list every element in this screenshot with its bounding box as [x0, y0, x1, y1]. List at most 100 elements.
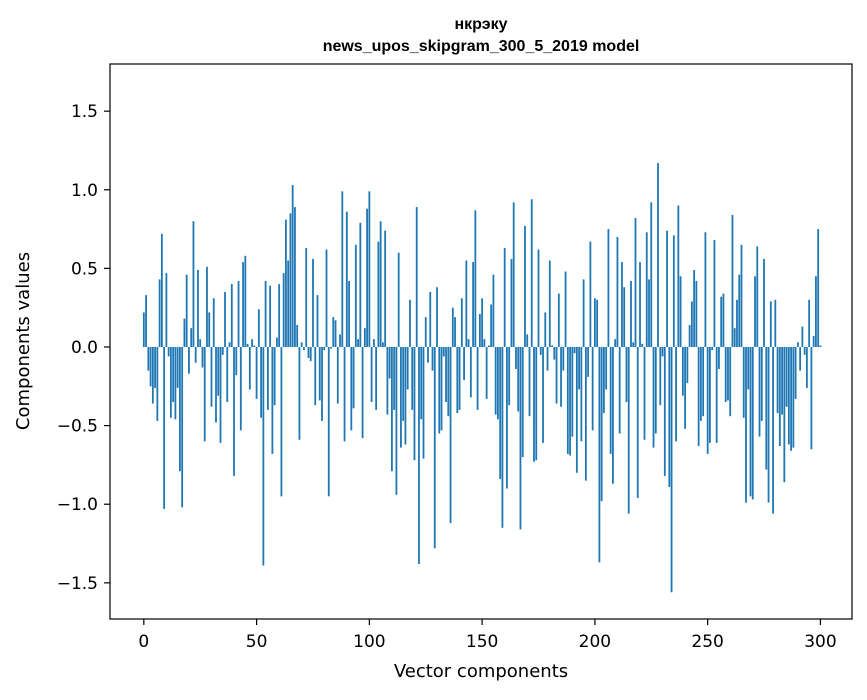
- bar: [372, 339, 375, 347]
- bar: [623, 287, 626, 348]
- bar: [476, 347, 479, 410]
- bar: [749, 347, 752, 497]
- bar: [451, 307, 454, 348]
- bar: [397, 252, 400, 347]
- bar: [275, 337, 278, 347]
- bar: [449, 347, 452, 524]
- bar: [555, 347, 558, 404]
- bar: [521, 347, 524, 458]
- bar: [618, 347, 621, 434]
- bar: [690, 301, 693, 347]
- bar: [785, 347, 788, 407]
- bar: [411, 347, 414, 410]
- bar: [790, 347, 792, 451]
- bar: [497, 347, 499, 420]
- bar: [465, 260, 468, 347]
- bar: [160, 233, 163, 347]
- bar: [406, 347, 409, 390]
- bar: [431, 347, 434, 371]
- bar: [670, 347, 673, 593]
- bar: [206, 266, 208, 347]
- bar: [672, 235, 675, 347]
- bar: [763, 258, 765, 348]
- y-tick-label: 0.0: [71, 338, 98, 358]
- bar: [542, 347, 544, 443]
- y-tick-label: 1.5: [71, 102, 98, 122]
- bar: [571, 347, 574, 437]
- bar: [564, 271, 567, 348]
- bar: [621, 262, 623, 347]
- bar: [179, 347, 181, 472]
- x-axis-ticks: 0 50 100 150 200 250 300: [138, 619, 837, 652]
- bars: [142, 163, 822, 593]
- bar: [442, 347, 445, 357]
- bar: [704, 232, 707, 347]
- bar: [487, 345, 490, 347]
- bar: [528, 347, 531, 417]
- bar: [808, 299, 811, 348]
- bar: [386, 347, 389, 415]
- bar: [251, 339, 253, 347]
- bar: [354, 244, 357, 348]
- bar: [235, 347, 238, 376]
- bar: [510, 258, 513, 348]
- bar: [210, 347, 213, 407]
- bar: [776, 347, 779, 414]
- bar: [506, 347, 508, 489]
- bar: [248, 347, 251, 390]
- bar: [429, 291, 432, 347]
- bar: [269, 285, 272, 348]
- bar: [370, 347, 373, 403]
- bar: [686, 347, 689, 384]
- bar: [221, 347, 224, 355]
- bar: [533, 347, 535, 462]
- plot-area-frame: [109, 63, 853, 620]
- bar: [609, 347, 612, 454]
- bar: [388, 347, 391, 379]
- bar: [165, 273, 168, 348]
- bar: [375, 347, 378, 410]
- bar: [424, 317, 427, 347]
- bar: [246, 343, 249, 347]
- bar: [783, 347, 786, 483]
- bar: [720, 296, 723, 347]
- bar: [693, 269, 696, 347]
- bar: [183, 318, 186, 347]
- bar: [368, 191, 371, 347]
- bar: [454, 317, 456, 347]
- bar: [237, 280, 240, 347]
- chart-title: нкрэку: [455, 16, 508, 33]
- bar: [280, 347, 283, 497]
- y-tick-label: 0.5: [71, 259, 98, 279]
- bar: [801, 326, 804, 347]
- bar: [641, 343, 644, 347]
- bar: [377, 241, 380, 347]
- bar: [715, 347, 718, 443]
- bar: [262, 347, 265, 566]
- bar: [627, 347, 630, 514]
- bar: [469, 347, 472, 398]
- bar: [709, 347, 711, 443]
- x-tick-label: 300: [804, 632, 836, 652]
- bar: [736, 299, 738, 348]
- bar: [336, 347, 339, 404]
- bar: [539, 347, 542, 355]
- bar: [321, 347, 323, 421]
- bar: [343, 347, 346, 442]
- bar: [819, 345, 822, 347]
- bar: [781, 347, 783, 415]
- y-axis-label: Components values: [13, 252, 34, 430]
- bar: [772, 347, 774, 514]
- bar: [266, 347, 269, 410]
- bar: [219, 347, 222, 443]
- bar: [483, 339, 486, 347]
- x-tick-label: 200: [579, 632, 611, 652]
- bar: [805, 347, 808, 388]
- bar: [172, 347, 175, 403]
- bar: [230, 284, 233, 347]
- bar: [226, 347, 229, 403]
- bar: [145, 295, 147, 347]
- bar: [278, 284, 281, 347]
